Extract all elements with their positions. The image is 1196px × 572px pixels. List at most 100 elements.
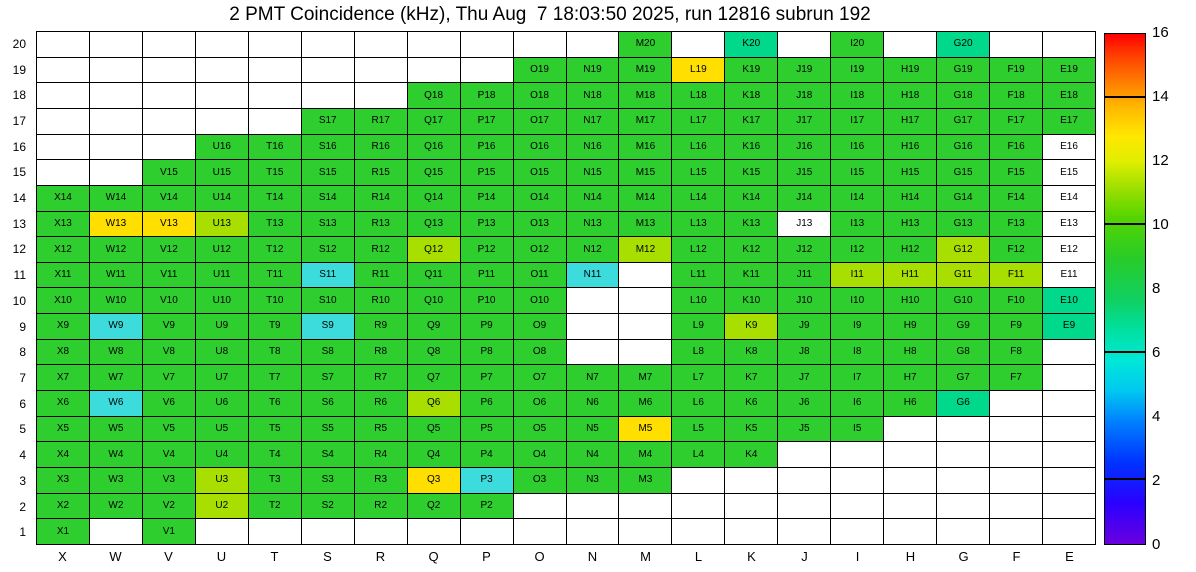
heatmap-cell — [37, 160, 90, 186]
heatmap-cell: I15 — [831, 160, 885, 186]
heatmap-cell — [89, 134, 143, 161]
heatmap-cell: O16 — [513, 134, 567, 161]
heatmap-cell: I6 — [831, 391, 885, 417]
heatmap-cell — [354, 83, 408, 109]
colorbar-tick-label: 2 — [1152, 472, 1161, 489]
heatmap-cell: K11 — [725, 262, 779, 289]
heatmap-cell: G15 — [937, 160, 991, 186]
heatmap-cell: I5 — [831, 416, 885, 443]
heatmap-cell: K16 — [725, 134, 779, 161]
heatmap-cell: T3 — [248, 468, 302, 494]
heatmap-cell: W10 — [89, 288, 143, 315]
heatmap-cell — [89, 160, 143, 186]
heatmap-cell — [619, 288, 673, 315]
colorbar-tick-label: 12 — [1152, 152, 1169, 169]
heatmap-cell: T6 — [248, 391, 302, 417]
heatmap-cell: P18 — [460, 83, 514, 109]
heatmap-cell — [460, 519, 514, 545]
heatmap-grid: M20 K20 I20 G20 O19 N19 M19 L19 K19 J19 I19 H19 G19 F… — [36, 31, 1096, 545]
heatmap-cell: G16 — [937, 134, 991, 161]
heatmap-cell: G7 — [937, 365, 991, 392]
heatmap-cell — [89, 32, 143, 58]
heatmap-cell: V1 — [142, 519, 196, 545]
y-axis-tick-label: 19 — [12, 62, 26, 77]
heatmap-cell: E9 — [1043, 314, 1096, 340]
heatmap-cell: V9 — [142, 314, 196, 340]
heatmap-cell — [354, 32, 408, 58]
heatmap-cell: G17 — [937, 108, 991, 135]
heatmap-cell: Q15 — [407, 160, 461, 186]
heatmap-cell — [89, 519, 143, 545]
heatmap-cell: T4 — [248, 442, 302, 469]
heatmap-cell: K8 — [725, 339, 779, 366]
heatmap-cell — [248, 57, 302, 84]
heatmap-cell — [37, 134, 90, 161]
heatmap-cell: H6 — [884, 391, 938, 417]
heatmap-cell: U5 — [195, 416, 249, 443]
heatmap-cell: V15 — [142, 160, 196, 186]
heatmap-cell — [990, 391, 1044, 417]
heatmap-cell — [566, 339, 620, 366]
heatmap-cell: T10 — [248, 288, 302, 315]
heatmap-cell: H17 — [884, 108, 938, 135]
heatmap-cell — [1043, 519, 1096, 545]
x-axis-tick-label: W — [109, 549, 122, 564]
heatmap-cell: S10 — [301, 288, 355, 315]
heatmap-cell: I9 — [831, 314, 885, 340]
heatmap-cell: S7 — [301, 365, 355, 392]
heatmap-cell: O18 — [513, 83, 567, 109]
colorbar — [1104, 33, 1146, 545]
heatmap-cell: R16 — [354, 134, 408, 161]
heatmap-cell: V3 — [142, 468, 196, 494]
heatmap-cell: K4 — [725, 442, 779, 469]
heatmap-cell: P7 — [460, 365, 514, 392]
heatmap-cell: P12 — [460, 237, 514, 263]
heatmap-cell: L15 — [672, 160, 726, 186]
colorbar-tick-labels: 0 2 4 6 8 10 12 14 16 — [1152, 24, 1194, 553]
heatmap-cell — [884, 416, 938, 443]
heatmap-cell: J10 — [778, 288, 832, 315]
heatmap-cell: N19 — [566, 57, 620, 84]
heatmap-cell: G14 — [937, 185, 991, 212]
heatmap-cell: R5 — [354, 416, 408, 443]
heatmap-cell: J8 — [778, 339, 832, 366]
heatmap-cell: H19 — [884, 57, 938, 84]
heatmap-cell: T7 — [248, 365, 302, 392]
heatmap-cell — [778, 32, 832, 58]
heatmap-cell: E13 — [1043, 211, 1096, 238]
heatmap-cell: F14 — [990, 185, 1044, 212]
heatmap-cell: W11 — [89, 262, 143, 289]
heatmap-cell: S15 — [301, 160, 355, 186]
heatmap-cell: E10 — [1043, 288, 1096, 315]
heatmap-cell: R14 — [354, 185, 408, 212]
heatmap-cell: F9 — [990, 314, 1044, 340]
y-axis-tick-label: 12 — [12, 242, 26, 257]
heatmap-cell: X5 — [37, 416, 90, 443]
colorbar-inner-tick — [1105, 350, 1145, 353]
colorbar-inner-tick — [1105, 95, 1145, 98]
heatmap-cell: S14 — [301, 185, 355, 212]
heatmap-cell: Q3 — [407, 468, 461, 494]
heatmap-cell: L10 — [672, 288, 726, 315]
heatmap-cell: S2 — [301, 493, 355, 520]
heatmap-cell: J11 — [778, 262, 832, 289]
heatmap-cell: Q6 — [407, 391, 461, 417]
heatmap-cell: F12 — [990, 237, 1044, 263]
heatmap-cell: J17 — [778, 108, 832, 135]
heatmap-cell — [884, 468, 938, 494]
heatmap-cell: E11 — [1043, 262, 1096, 289]
heatmap-cell: P17 — [460, 108, 514, 135]
heatmap-cell: R11 — [354, 262, 408, 289]
heatmap-cell — [301, 57, 355, 84]
heatmap-cell — [248, 32, 302, 58]
heatmap-cell: R13 — [354, 211, 408, 238]
heatmap-cell — [884, 493, 938, 520]
heatmap-cell: T13 — [248, 211, 302, 238]
heatmap-cell: E18 — [1043, 83, 1096, 109]
heatmap-cell: O19 — [513, 57, 567, 84]
heatmap-cell: N7 — [566, 365, 620, 392]
heatmap-cell — [937, 519, 991, 545]
heatmap-cell — [142, 108, 196, 135]
heatmap-cell: H8 — [884, 339, 938, 366]
